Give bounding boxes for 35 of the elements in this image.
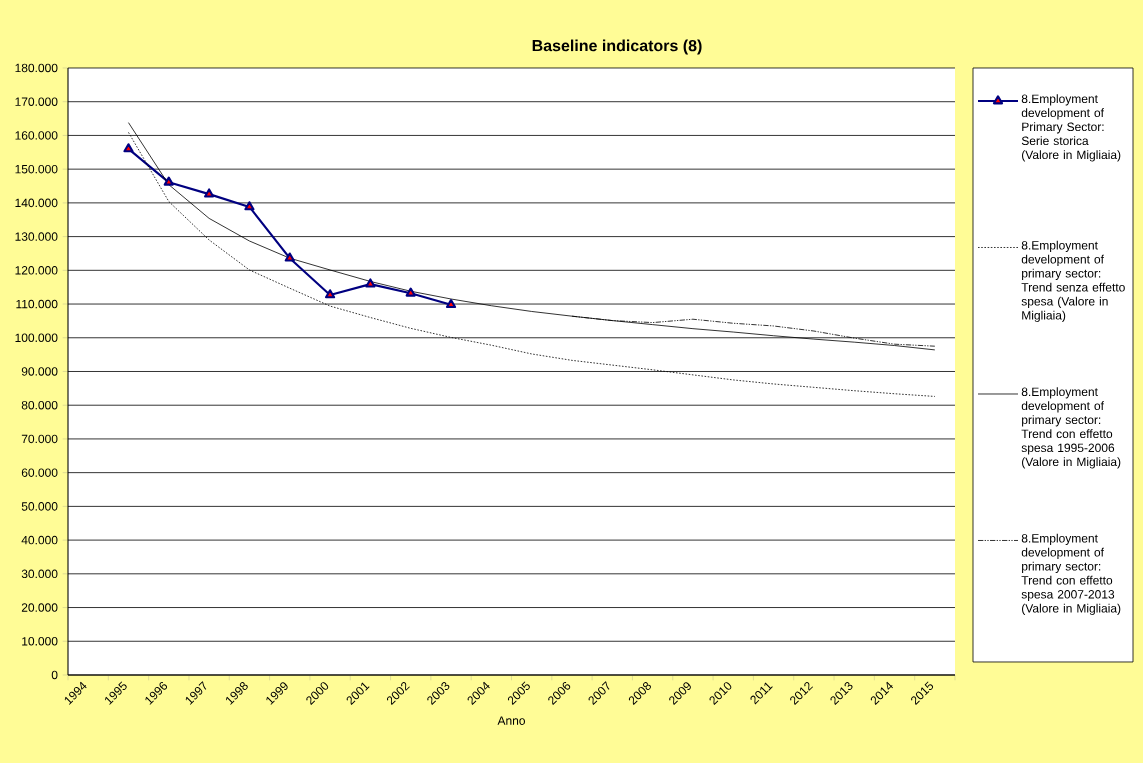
legend-label: 8.Employment development of primary sector: Trend con effetto spesa 2007-2013 (Valore in Migliaia) <box>1021 533 1121 615</box>
y-tick-label: 90.000 <box>21 367 58 376</box>
point <box>163 176 174 186</box>
legend-label: 8.Employment development of primary sector: Trend senza effetto spesa (Valore in Migliaia) <box>1021 240 1125 322</box>
y-tick-label: 30.000 <box>21 569 58 579</box>
y-tick-label: 0 <box>51 670 58 680</box>
y-tick-label: 80.000 <box>21 400 58 410</box>
point <box>123 143 134 153</box>
legend-label: 8.Employment development of primary sector: Trend con effetto spesa 1995-2006 (Valore in Migliaia) <box>1021 387 1121 469</box>
point <box>324 289 336 299</box>
y-tick-label: 120.000 <box>15 266 58 275</box>
point <box>204 188 215 198</box>
line-series <box>128 122 936 351</box>
point <box>445 298 457 309</box>
point <box>244 201 255 211</box>
y-tick-label: 150.000 <box>15 164 58 174</box>
y-tick-label: 130.000 <box>15 232 58 241</box>
legend-label: 8.Employment development of Primary Sector: Serie storica (Valore in Migliaia) <box>1021 94 1121 162</box>
y-tick-label: 60.000 <box>21 468 58 477</box>
y-tick-label: 110.000 <box>16 299 58 309</box>
y-tick-label: 140.000 <box>15 198 58 208</box>
chart-title: Baseline indicators (8) <box>532 39 702 55</box>
y-tick-label: 70.000 <box>21 434 58 444</box>
y-tick-label: 170.000 <box>15 97 58 106</box>
y-tick-label: 40.000 <box>21 535 58 545</box>
y-tick-label: 10.000 <box>22 637 58 646</box>
y-tick-label: 50.000 <box>21 502 58 511</box>
y-tick-label: 160.000 <box>15 131 58 140</box>
y-tick-label: 180.000 <box>15 63 58 73</box>
point <box>284 252 295 262</box>
point <box>405 287 416 297</box>
point <box>365 278 376 288</box>
x-axis-title: Anno <box>497 716 526 725</box>
y-tick-label: 100.000 <box>15 333 58 343</box>
y-tick-label: 20.000 <box>21 603 58 612</box>
